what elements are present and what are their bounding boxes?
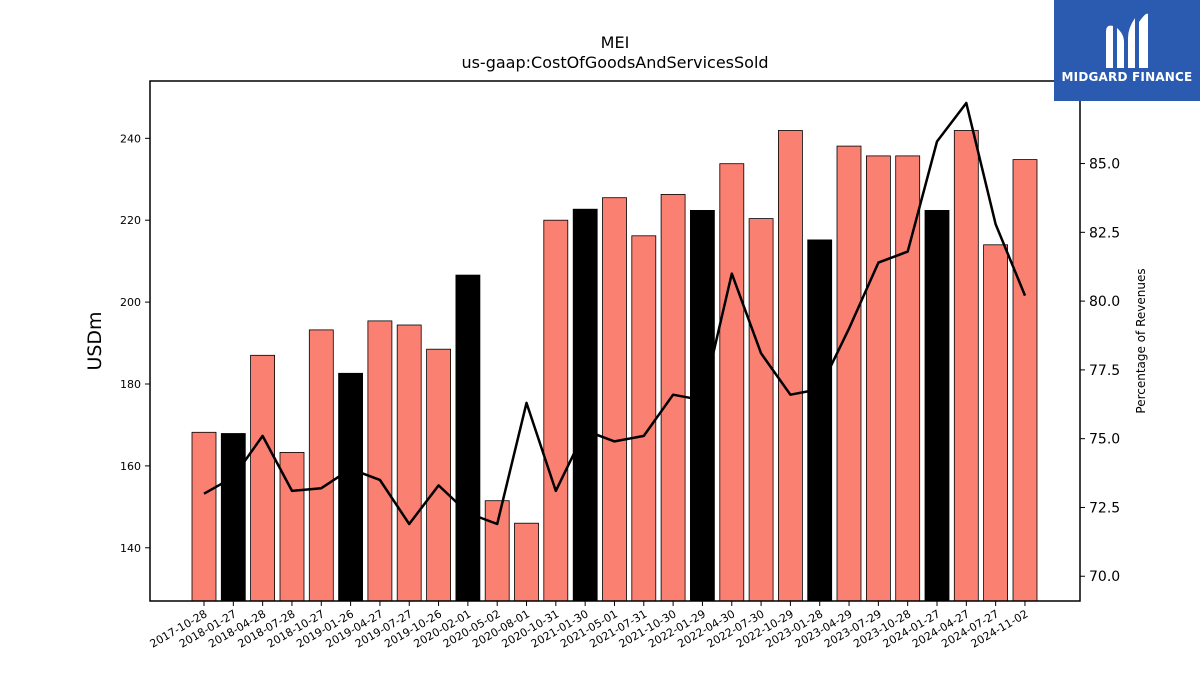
bar-2021-07-31 — [631, 235, 657, 602]
y-left-tick-label: 200 — [120, 296, 141, 309]
y-right-tick-label: 70.0 — [1089, 569, 1120, 585]
bar-2022-04-30 — [719, 163, 745, 602]
y-left-tick-label: 140 — [120, 542, 141, 555]
chart-subtitle: us-gaap:CostOfGoodsAndServicesSold — [461, 53, 768, 72]
y-axis-right: 70.0 72.5 75.0 77.5 80.0 82.5 85.0 — [1080, 157, 1120, 585]
bar-2021-10-30 — [660, 193, 686, 602]
y-left-tick-label: 220 — [120, 214, 141, 227]
midgard-finance-logo: MIDGARD FINANCE — [1054, 0, 1200, 101]
bar-2020-02-01 — [455, 274, 481, 602]
y-axis-left-label: USDm — [84, 311, 106, 370]
bar-2020-05-02 — [484, 500, 510, 602]
bar-2019-04-27 — [367, 320, 393, 602]
bar-2020-10-31 — [543, 219, 569, 602]
bar-2023-04-29 — [836, 145, 862, 602]
bar-2022-01-29 — [690, 209, 715, 602]
y-left-tick-label: 240 — [120, 132, 141, 145]
y-left-tick-label: 160 — [120, 460, 141, 473]
bar-2020-08-01 — [514, 522, 539, 602]
bar-2024-11-02 — [1012, 159, 1038, 602]
bar-2018-04-28 — [250, 354, 276, 602]
bar-2022-10-29 — [778, 130, 803, 602]
bar-2024-01-27 — [924, 209, 950, 602]
bar-2021-01-30 — [572, 208, 598, 602]
bar-2019-10-26 — [426, 348, 452, 602]
bar-2022-07-30 — [748, 218, 774, 602]
bars-group — [191, 130, 1038, 602]
x-axis: 2017-10-282018-01-272018-04-282018-07-28… — [148, 601, 1030, 651]
y-right-tick-label: 72.5 — [1089, 500, 1120, 516]
bar-2024-04-27 — [953, 130, 979, 602]
y-axis-right-label: Percentage of Revenues — [1134, 268, 1148, 413]
bar-2023-10-28 — [895, 155, 921, 602]
bar-2018-01-27 — [220, 433, 246, 602]
y-axis-left: 140 160 180 200 220 240 — [120, 132, 150, 555]
logo-text: MIDGARD FINANCE — [1061, 70, 1193, 84]
y-right-tick-label: 77.5 — [1089, 363, 1120, 379]
y-right-tick-label: 85.0 — [1089, 157, 1120, 173]
bar-2021-05-01 — [602, 197, 627, 602]
bar-2023-07-29 — [866, 155, 891, 602]
bar-2019-07-27 — [396, 324, 422, 602]
y-right-tick-label: 75.0 — [1089, 432, 1120, 448]
bar-2017-10-28 — [191, 431, 217, 602]
y-right-tick-label: 82.5 — [1089, 225, 1120, 241]
y-right-tick-label: 80.0 — [1089, 294, 1120, 310]
bar-2023-01-28 — [807, 239, 833, 602]
bar-2019-01-26 — [338, 372, 364, 602]
bar-2024-07-27 — [983, 244, 1008, 602]
bar-2018-10-27 — [308, 329, 334, 602]
y-left-tick-label: 180 — [120, 378, 141, 391]
midgard-logo-icon — [1106, 13, 1148, 69]
plot-frame — [149, 80, 1081, 602]
ratio-line — [203, 101, 1027, 526]
chart-title: MEI — [601, 33, 630, 52]
